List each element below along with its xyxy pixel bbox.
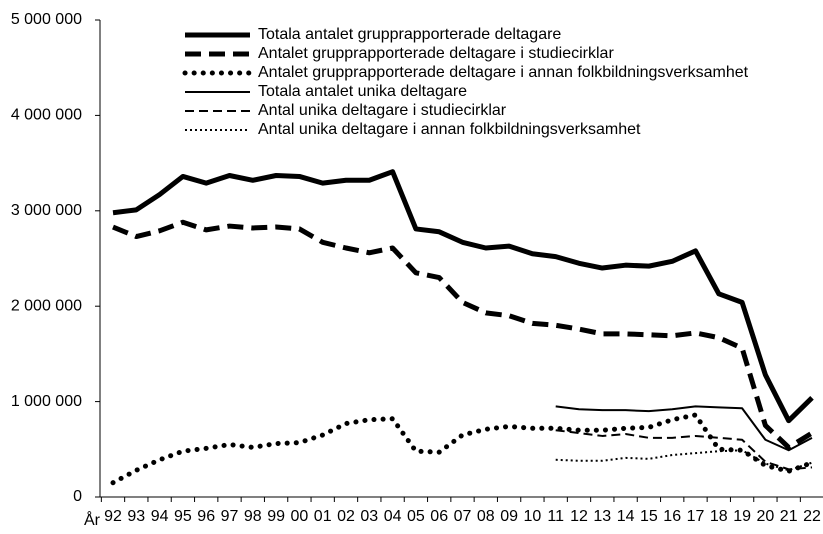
legend-label: Antal unika deltagare i studiecirklar	[258, 102, 507, 119]
x-tick-label: 95	[174, 508, 192, 525]
y-tick-label: 5 000 000	[11, 11, 82, 28]
x-tick-label: 20	[757, 508, 775, 525]
x-tick-label: 15	[640, 508, 658, 525]
legend-label: Antal unika deltagare i annan folkbildni…	[258, 121, 641, 138]
x-tick-label: 19	[733, 508, 751, 525]
x-tick-label: 22	[803, 508, 821, 525]
x-tick-label: 00	[291, 508, 309, 525]
series-line	[112, 219, 814, 450]
x-tick-label: 16	[663, 508, 681, 525]
x-tick-label: 12	[570, 508, 588, 525]
x-axis-label: År	[84, 510, 101, 529]
x-tick-label: 04	[384, 508, 402, 525]
y-tick-label: 2 000 000	[11, 297, 82, 314]
x-tick-label: 03	[360, 508, 378, 525]
series-line	[112, 169, 814, 424]
x-tick-label: 93	[127, 508, 145, 525]
x-tick-label: 17	[687, 508, 705, 525]
x-tick-label: 97	[221, 508, 239, 525]
series-line	[555, 429, 813, 471]
x-tick-label: 98	[244, 508, 262, 525]
x-tick-label: 01	[314, 508, 332, 525]
x-tick-label: 21	[780, 508, 798, 525]
x-tick-label: 92	[104, 508, 122, 525]
x-tick-label: 10	[524, 508, 542, 525]
x-tick-label: 07	[454, 508, 472, 525]
x-tick-label: 99	[267, 508, 285, 525]
x-tick-label: 08	[477, 508, 495, 525]
y-tick-label: 1 000 000	[11, 393, 82, 410]
y-tick-label: 3 000 000	[11, 202, 82, 219]
x-tick-label: 14	[617, 508, 635, 525]
x-tick-label: 96	[197, 508, 215, 525]
legend-label: Totala antalet grupprapporterade deltaga…	[258, 26, 561, 43]
y-tick-label: 0	[73, 488, 82, 505]
x-tick-label: 18	[710, 508, 728, 525]
x-tick-label: 11	[547, 508, 564, 525]
x-tick-label: 05	[407, 508, 425, 525]
series-line	[555, 405, 813, 452]
x-tick-label: 02	[337, 508, 355, 525]
x-tick-label: 09	[500, 508, 518, 525]
y-tick-label: 4 000 000	[11, 107, 82, 124]
x-tick-label: 06	[430, 508, 448, 525]
x-tick-label: 13	[593, 508, 611, 525]
legend-label: Antalet grupprapporterade deltagare i st…	[258, 45, 614, 62]
legend-label: Antalet grupprapporterade deltagare i an…	[258, 64, 749, 81]
series-line	[110, 412, 815, 486]
legend-label: Totala antalet unika deltagare	[258, 83, 467, 100]
x-tick-label: 94	[151, 508, 169, 525]
